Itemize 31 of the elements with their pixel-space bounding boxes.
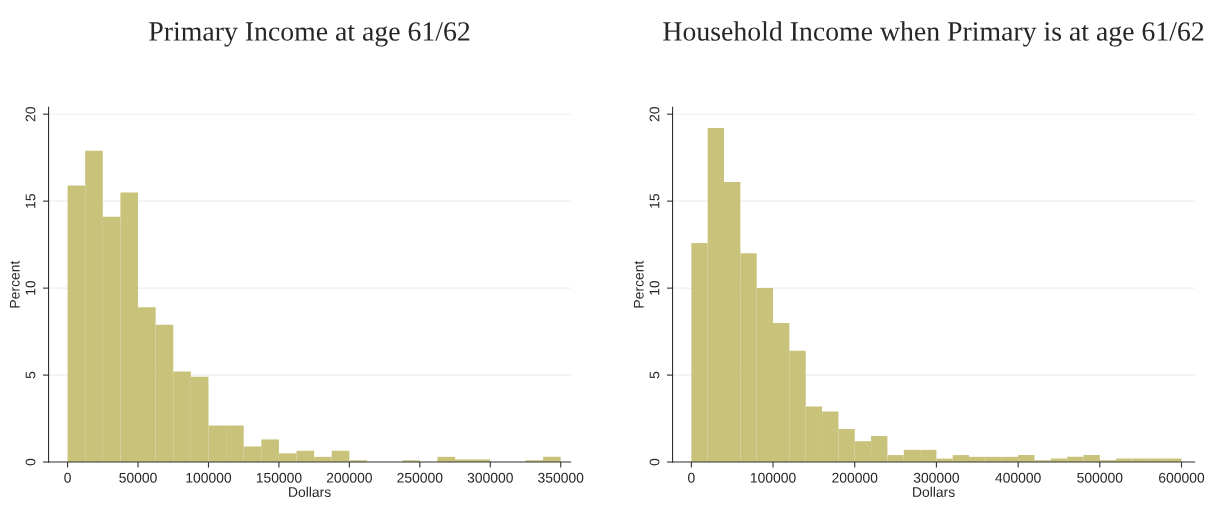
y-tick-label: 15 [25,194,36,208]
x-tick-label: 200000 [326,472,373,483]
x-tick-label: 100000 [186,472,232,483]
x-tick-label: 250000 [397,472,443,483]
x-tick-label: 0 [64,472,71,483]
x-tick-label: 600000 [1159,472,1205,483]
chart-title: Household Income when Primary is at age 61/62 [663,21,1204,47]
chart-title: Primary Income at age 61/62 [149,22,470,47]
x-tick-label: 150000 [256,472,302,483]
y-axis-title: Percent [633,260,644,308]
y-tick-label: 15 [649,194,660,208]
x-tick-label: 300000 [913,472,960,483]
x-tick-label: 350000 [538,472,584,483]
x-tick-label: 100000 [750,472,796,483]
x-tick-label: 0 [688,472,695,483]
y-axis-title: Percent [9,260,20,308]
y-tick-label: 5 [25,371,36,379]
y-tick-label: 0 [25,458,36,466]
x-tick-label: 500000 [1077,472,1123,483]
y-tick-label: 10 [649,280,660,295]
x-tick-label: 200000 [832,472,878,483]
x-axis-title: Dollars [913,486,955,498]
y-tick-label: 5 [649,371,660,379]
y-tick-label: 10 [25,280,36,295]
x-axis-title: Dollars [289,486,331,498]
x-tick-label: 300000 [467,472,513,483]
x-tick-label: 50000 [119,472,157,483]
x-tick-label: 400000 [995,472,1041,483]
y-tick-label: 20 [649,107,660,122]
y-tick-label: 0 [649,458,660,466]
y-tick-label: 20 [25,107,36,122]
